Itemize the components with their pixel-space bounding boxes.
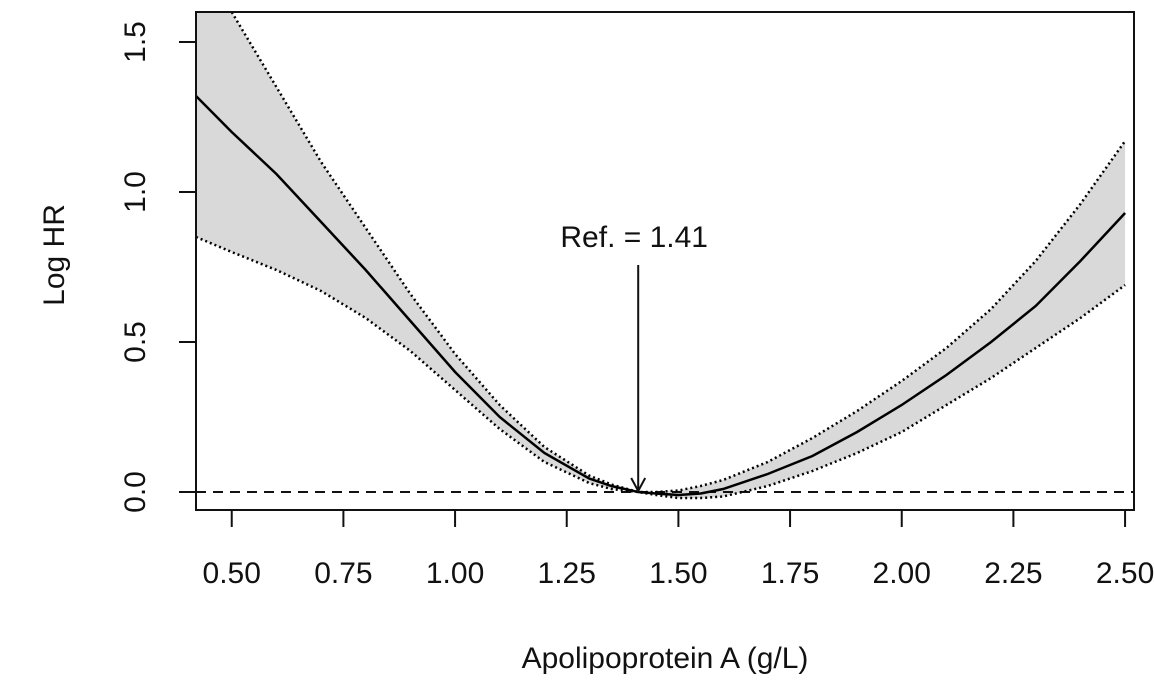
y-tick-label: 0.0 — [119, 471, 152, 513]
y-tick-label: 0.5 — [119, 321, 152, 363]
x-tick-label: 2.50 — [1096, 557, 1154, 590]
x-tick-label: 1.25 — [538, 557, 596, 590]
reference-label: Ref. = 1.41 — [560, 221, 708, 254]
x-tick-label: 1.50 — [649, 557, 707, 590]
plot-area — [196, 12, 1134, 500]
x-tick-label: 2.25 — [984, 557, 1042, 590]
confidence-band — [196, 12, 1126, 498]
estimate-line — [196, 95, 1127, 497]
y-tick-label: 1.5 — [119, 21, 152, 63]
y-tick-label: 1.0 — [119, 171, 152, 213]
y-axis: 0.0 0.5 1.0 1.5 — [119, 21, 197, 513]
reference-arrow-head — [630, 477, 647, 494]
x-tick-label: 1.00 — [426, 557, 484, 590]
x-tick-label: 0.75 — [314, 557, 372, 590]
reference-annotation: Ref. = 1.41 — [560, 221, 708, 494]
x-tick-label: 2.00 — [873, 557, 931, 590]
x-axis: 0.50 0.75 1.00 1.25 1.50 1.75 2.00 2.25 2.50 — [203, 509, 1154, 590]
x-tick-label: 0.50 — [203, 557, 261, 590]
y-axis-label: Log HR — [38, 204, 71, 306]
upper-ci-line — [230, 12, 1127, 494]
x-axis-label: Apolipoprotein A (g/L) — [522, 642, 809, 675]
lower-ci-line — [196, 235, 1126, 500]
x-tick-label: 1.75 — [761, 557, 819, 590]
